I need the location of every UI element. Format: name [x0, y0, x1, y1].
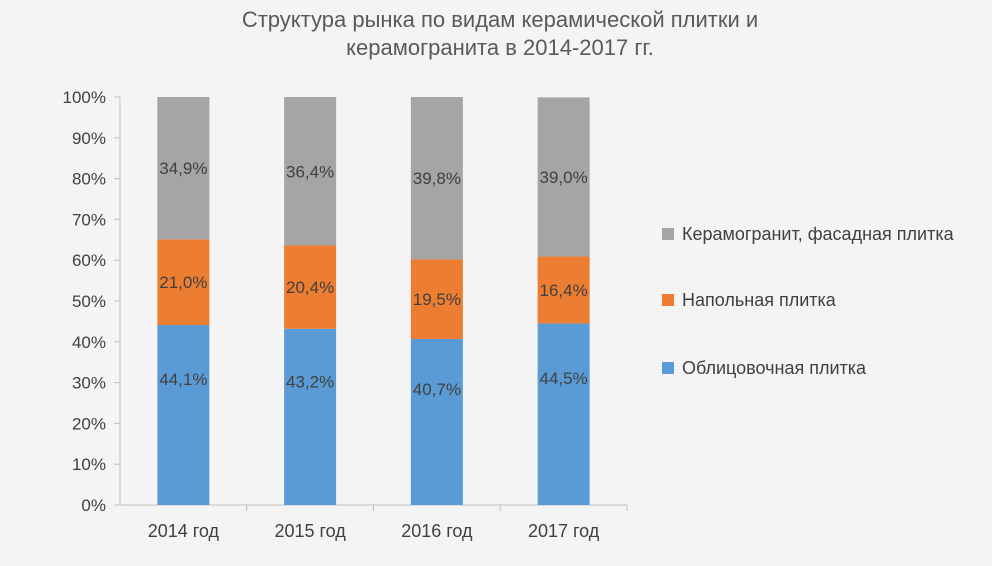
y-tick-label: 90%	[72, 129, 106, 148]
legend-label: Напольная плитка	[682, 290, 836, 310]
y-tick-label: 60%	[72, 251, 106, 270]
bar-segment	[537, 323, 590, 505]
legend-item: Керамогранит, фасадная плитка	[662, 222, 972, 246]
data-label: 40,7%	[413, 380, 461, 399]
bar-segment	[537, 97, 590, 257]
legend-item: Напольная плитка	[662, 288, 972, 312]
y-tick-label: 70%	[72, 210, 106, 229]
legend-item: Облицовочная плитка	[662, 356, 972, 380]
chart-title-line-1: Структура рынка по видам керамической пл…	[241, 7, 759, 32]
legend-label: Облицовочная плитка	[682, 358, 867, 378]
y-tick-label: 100%	[63, 88, 106, 107]
legend-swatch	[662, 294, 674, 306]
bar-segment	[410, 338, 463, 505]
data-label: 21,0%	[159, 273, 207, 292]
legend-swatch	[662, 228, 674, 240]
bar-segment	[157, 239, 210, 326]
bar-segment	[157, 325, 210, 505]
legend-swatch	[662, 362, 674, 374]
data-label: 43,2%	[286, 373, 334, 392]
data-label: 44,5%	[540, 369, 588, 388]
y-tick-label: 80%	[72, 170, 106, 189]
data-label: 19,5%	[413, 290, 461, 309]
data-label: 20,4%	[286, 278, 334, 297]
y-tick-label: 30%	[72, 374, 106, 393]
bar-segment	[537, 256, 590, 324]
y-tick-label: 40%	[72, 333, 106, 352]
chart-title: Структура рынка по видам керамической пл…	[120, 6, 880, 62]
data-label: 36,4%	[286, 162, 334, 181]
data-label: 16,4%	[540, 281, 588, 300]
x-tick-label: 2017 год	[528, 521, 600, 541]
x-tick-label: 2016 год	[401, 521, 473, 541]
bar-segment	[157, 97, 210, 240]
y-tick-label: 10%	[72, 455, 106, 474]
y-tick-label: 50%	[72, 292, 106, 311]
data-label: 34,9%	[159, 159, 207, 178]
y-tick-label: 0%	[81, 496, 106, 515]
y-tick-label: 20%	[72, 414, 106, 433]
bar-segment	[410, 259, 463, 339]
data-label: 44,1%	[159, 370, 207, 389]
legend-label: Керамогранит, фасадная плитка	[682, 224, 954, 244]
data-label: 39,0%	[540, 168, 588, 187]
bar-segment	[284, 245, 337, 329]
chart-title-line-2: керамогранита в 2014-2017 гг.	[346, 35, 654, 60]
bar-segment	[284, 97, 337, 246]
bar-segment	[410, 97, 463, 260]
x-tick-label: 2014 год	[148, 521, 220, 541]
bar-segment	[284, 328, 337, 505]
data-label: 39,8%	[413, 169, 461, 188]
x-tick-label: 2015 год	[274, 521, 346, 541]
